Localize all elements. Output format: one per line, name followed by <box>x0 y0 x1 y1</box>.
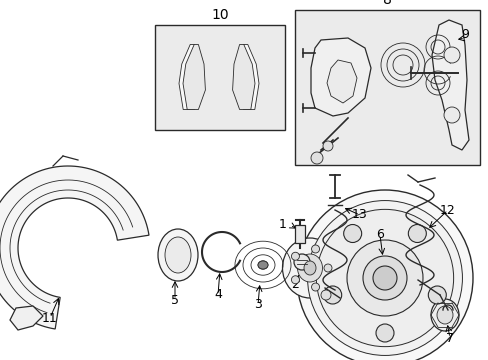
Circle shape <box>307 201 462 355</box>
Circle shape <box>324 264 331 272</box>
Polygon shape <box>183 45 205 109</box>
Text: 13: 13 <box>351 208 367 221</box>
Ellipse shape <box>304 261 315 275</box>
Text: 10: 10 <box>211 8 228 22</box>
Text: 6: 6 <box>375 229 383 242</box>
Ellipse shape <box>430 299 458 331</box>
Circle shape <box>372 266 396 290</box>
Circle shape <box>427 286 446 304</box>
Ellipse shape <box>158 229 198 281</box>
Circle shape <box>362 256 406 300</box>
Circle shape <box>407 225 426 243</box>
Text: 7: 7 <box>445 332 453 345</box>
Polygon shape <box>431 20 468 150</box>
Circle shape <box>296 190 472 360</box>
Circle shape <box>323 141 332 151</box>
Circle shape <box>310 152 323 164</box>
Polygon shape <box>0 166 149 329</box>
Text: 2: 2 <box>290 279 298 292</box>
Circle shape <box>291 252 299 260</box>
Bar <box>155 25 285 130</box>
Circle shape <box>293 254 309 270</box>
Circle shape <box>311 283 319 291</box>
Circle shape <box>311 245 319 253</box>
Ellipse shape <box>436 306 452 324</box>
Polygon shape <box>10 306 43 330</box>
Text: 12: 12 <box>439 203 455 216</box>
Bar <box>294 10 479 165</box>
Circle shape <box>316 210 453 347</box>
Ellipse shape <box>297 254 322 282</box>
Text: 3: 3 <box>254 298 262 311</box>
Text: 11: 11 <box>42 311 58 324</box>
Text: 1: 1 <box>279 219 286 231</box>
Circle shape <box>320 290 330 300</box>
Ellipse shape <box>164 237 191 273</box>
Ellipse shape <box>258 261 267 269</box>
Circle shape <box>291 276 299 284</box>
Bar <box>294 225 305 243</box>
Circle shape <box>443 107 459 123</box>
Circle shape <box>343 225 361 243</box>
Text: 4: 4 <box>214 288 222 302</box>
Polygon shape <box>326 60 356 103</box>
Polygon shape <box>232 45 254 109</box>
Text: 5: 5 <box>171 293 179 306</box>
Text: 8: 8 <box>382 0 391 7</box>
Polygon shape <box>310 38 370 116</box>
Ellipse shape <box>282 238 337 298</box>
Polygon shape <box>236 45 259 109</box>
Circle shape <box>346 240 422 316</box>
Polygon shape <box>179 45 201 109</box>
Text: 9: 9 <box>460 28 468 41</box>
Circle shape <box>443 47 459 63</box>
Circle shape <box>375 324 393 342</box>
Circle shape <box>323 286 341 304</box>
